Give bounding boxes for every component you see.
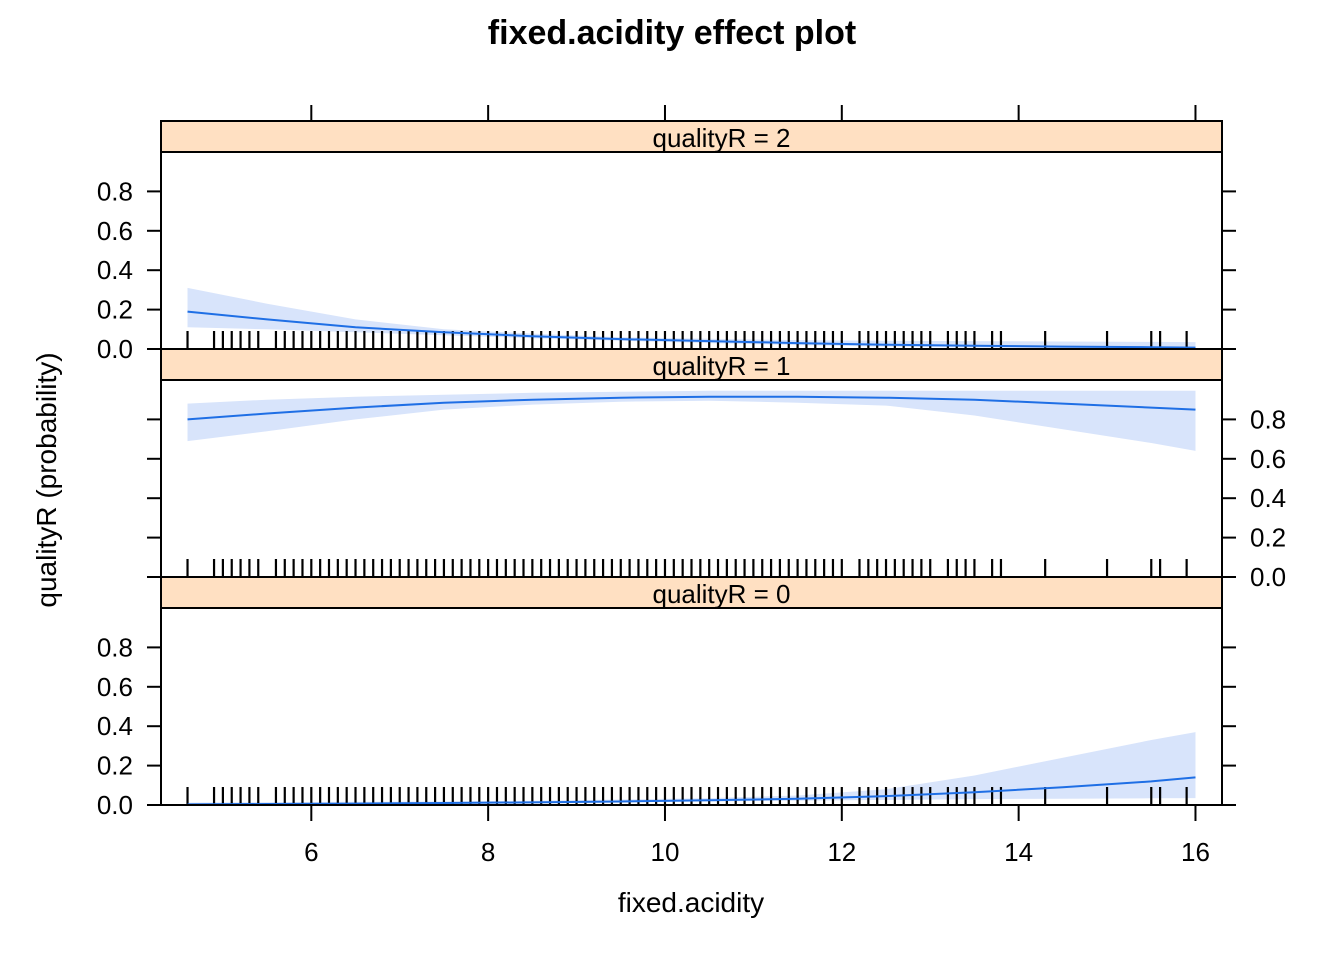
x-tick-label: 14 <box>1004 837 1033 867</box>
y-tick-label: 0.6 <box>97 216 133 246</box>
x-tick-label: 10 <box>651 837 680 867</box>
y-tick-label: 0.8 <box>97 176 133 206</box>
x-tick-label: 16 <box>1181 837 1210 867</box>
confidence-band <box>187 287 1196 349</box>
y-tick-label: 0.0 <box>97 790 133 820</box>
y-tick-label: 0.2 <box>97 751 133 781</box>
y-axes: 0.0 0.2 0.4 0.6 0.8 0.0 0.2 0.4 0.6 0.8 0.0 0.2 0.4 0… <box>97 176 1286 820</box>
top-axis <box>310 105 1197 121</box>
y-tick-label: 0.6 <box>97 672 133 702</box>
rug <box>186 559 1188 577</box>
strip-label: qualityR = 1 <box>652 351 790 381</box>
fit-line <box>187 395 1196 421</box>
y-axis-label: qualityR (probability) <box>31 352 62 607</box>
panel-2: qualityR = 0 <box>160 576 1223 806</box>
confidence-band <box>187 390 1196 451</box>
y-tick-label: 0.8 <box>97 632 133 662</box>
y-tick-label: 0.0 <box>97 334 133 364</box>
panels: qualityR = 2 qualityR = 1 qualityR = 0 <box>160 120 1223 806</box>
panel-0: qualityR = 2 <box>160 120 1223 350</box>
y-tick-label: 0.4 <box>1250 483 1286 513</box>
y-tick-label: 0.2 <box>1250 523 1286 553</box>
fit-line <box>187 776 1196 806</box>
y-tick-label: 0.0 <box>1250 562 1286 592</box>
strip-label: qualityR = 0 <box>652 579 790 609</box>
y-tick-label: 0.8 <box>1250 404 1286 434</box>
y-tick-label: 0.6 <box>1250 444 1286 474</box>
strip <box>160 576 1223 609</box>
x-tick-label: 6 <box>304 837 318 867</box>
rug <box>186 331 1188 349</box>
x-axis-label: fixed.acidity <box>618 887 764 918</box>
strip <box>160 120 1223 153</box>
fit-line <box>187 310 1196 349</box>
y-tick-label: 0.4 <box>97 255 133 285</box>
y-tick-label: 0.2 <box>97 295 133 325</box>
panel-frame <box>160 607 1223 806</box>
chart-title: fixed.acidity effect plot <box>488 14 856 52</box>
x-axis: 6 8 10 12 14 16 <box>304 805 1210 867</box>
panel-1: qualityR = 1 <box>160 348 1223 578</box>
x-tick-label: 8 <box>481 837 495 867</box>
confidence-band <box>187 732 1196 805</box>
y-tick-label: 0.4 <box>97 711 133 741</box>
x-tick-label: 12 <box>827 837 856 867</box>
strip-label: qualityR = 2 <box>652 123 790 153</box>
